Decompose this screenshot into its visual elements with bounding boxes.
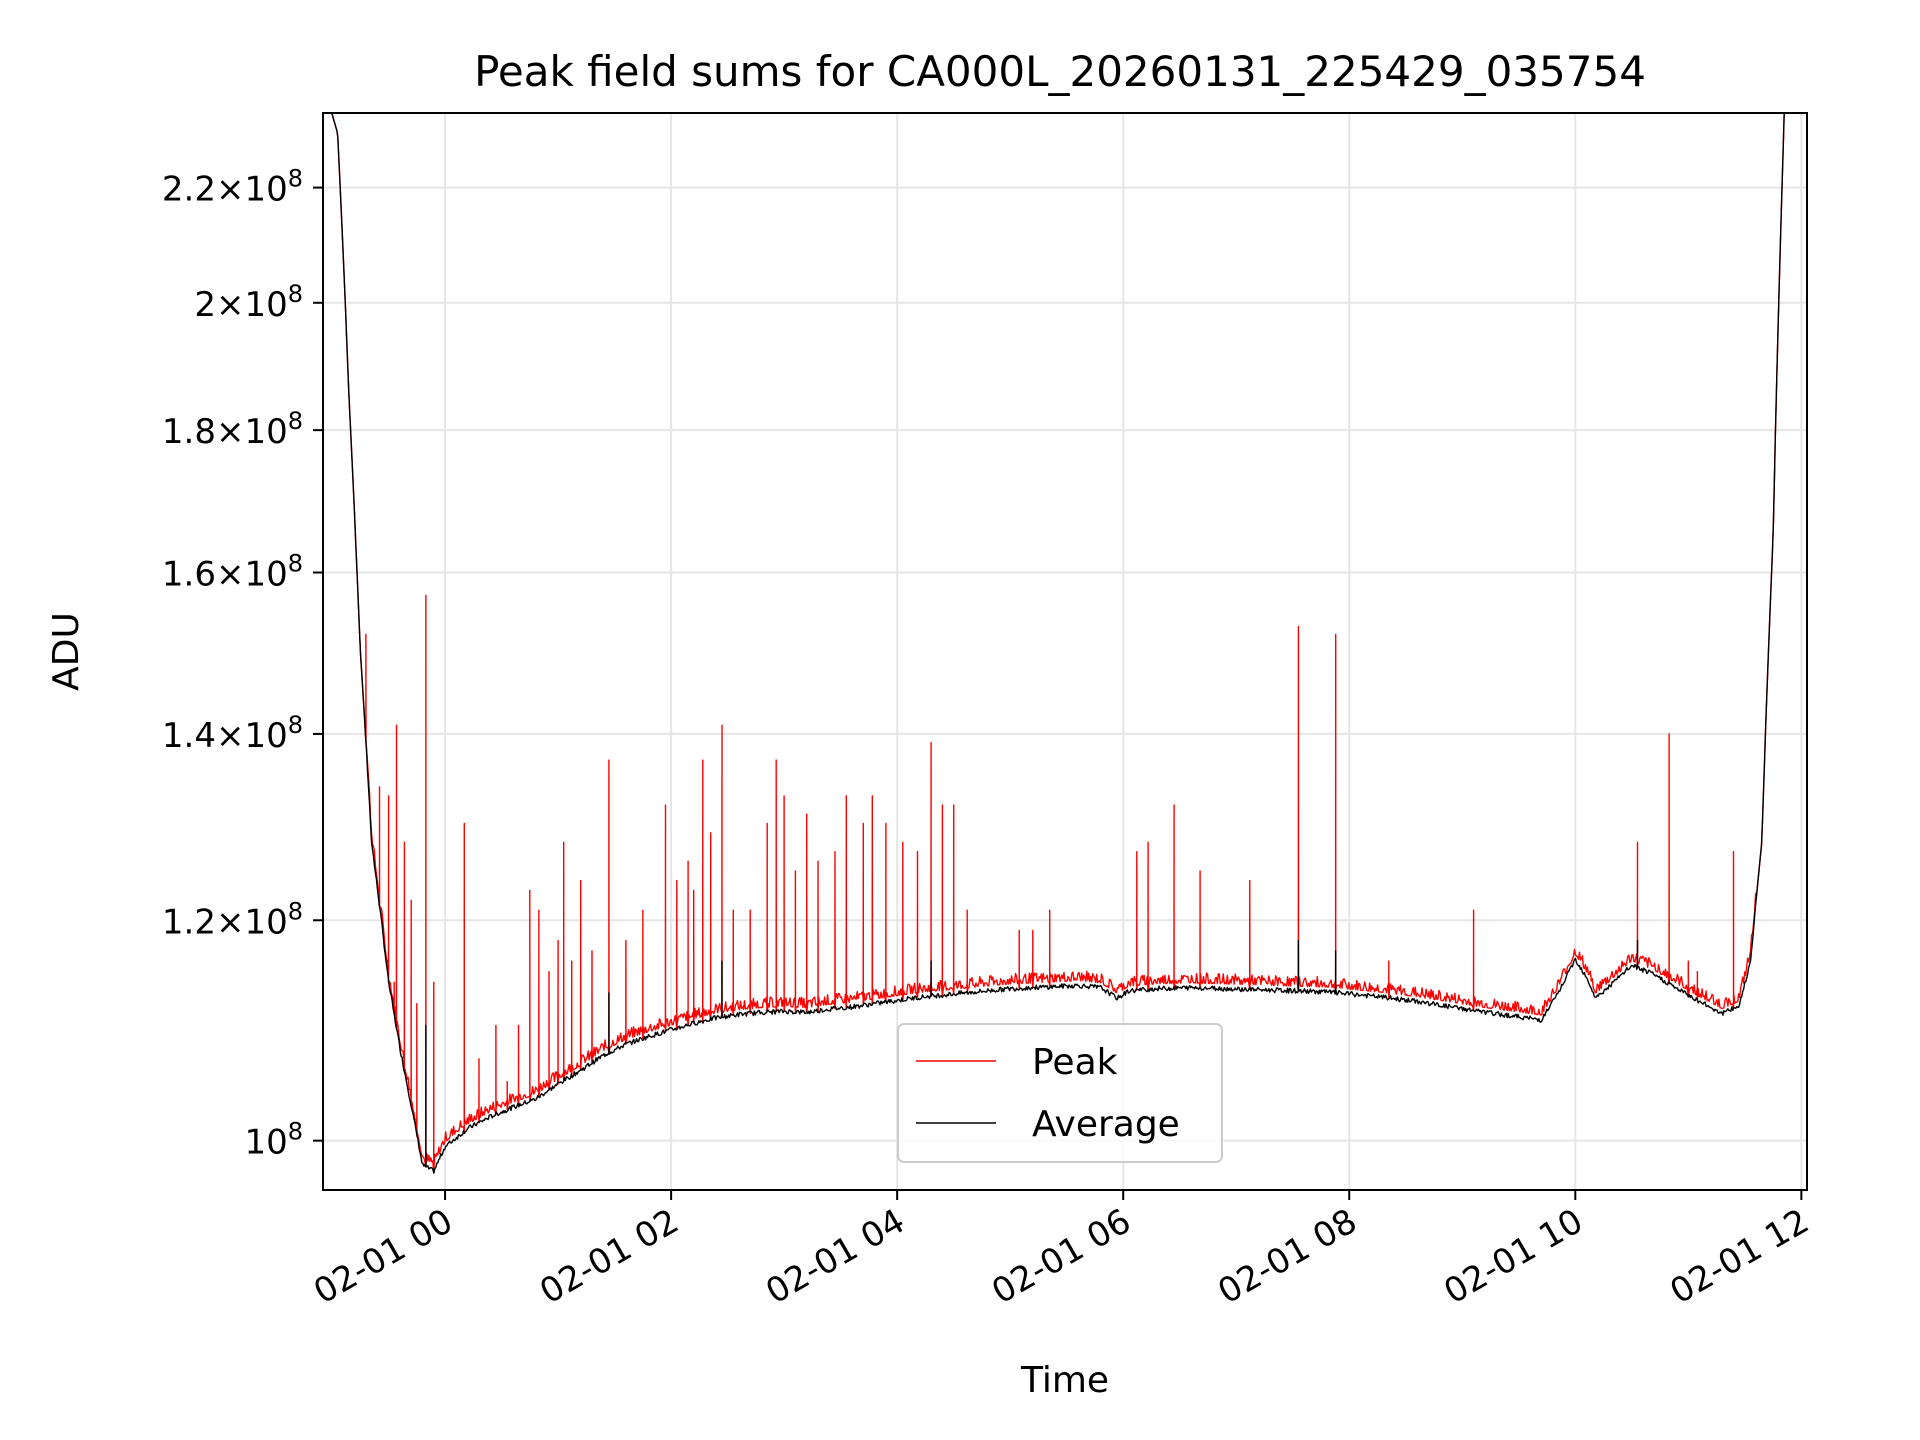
legend-box [897, 1023, 1223, 1163]
x-tick-label: 02-01 06 [985, 1201, 1137, 1312]
x-tick-label: 02-01 02 [533, 1201, 685, 1312]
x-tick-label: 02-01 00 [307, 1201, 459, 1312]
legend: Peak Average [897, 1023, 1223, 1163]
plot-frame [322, 112, 1808, 1191]
chart-title: Peak field sums for CA000L_20260131_2254… [474, 47, 1646, 96]
grid-lines [323, 113, 1807, 1190]
legend-peak-label: Peak [1032, 1042, 1118, 1083]
y-tick-label: 108 [244, 1118, 303, 1163]
y-tick-label: 2×108 [194, 280, 303, 325]
legend-average-label: Average [1032, 1104, 1180, 1145]
x-tick-label: 02-01 12 [1663, 1201, 1815, 1312]
series-line-average [323, 112, 1807, 1174]
y-axis-label: ADU [46, 612, 87, 691]
y-axis-ticks: 108 1.2×108 1.4×108 1.6×108 1.8×108 2×108 2.2×… [162, 165, 323, 1163]
x-tick-label: 02-01 04 [759, 1201, 911, 1312]
x-tick-label: 02-01 08 [1211, 1201, 1363, 1312]
y-tick-label: 2.2×108 [162, 165, 303, 210]
x-tick-label: 02-01 10 [1437, 1201, 1589, 1312]
y-tick-label: 1.2×108 [162, 897, 303, 942]
y-tick-label: 1.8×108 [162, 407, 303, 452]
y-tick-label: 1.4×108 [162, 711, 303, 756]
series-group [323, 112, 1807, 1174]
y-tick-label: 1.6×108 [162, 550, 303, 595]
series-line-peak [323, 112, 1807, 1172]
x-axis-ticks: 02-01 00 02-01 02 02-01 04 02-01 06 02-01 08… [307, 1190, 1816, 1312]
x-axis-label: Time [1020, 1360, 1109, 1401]
